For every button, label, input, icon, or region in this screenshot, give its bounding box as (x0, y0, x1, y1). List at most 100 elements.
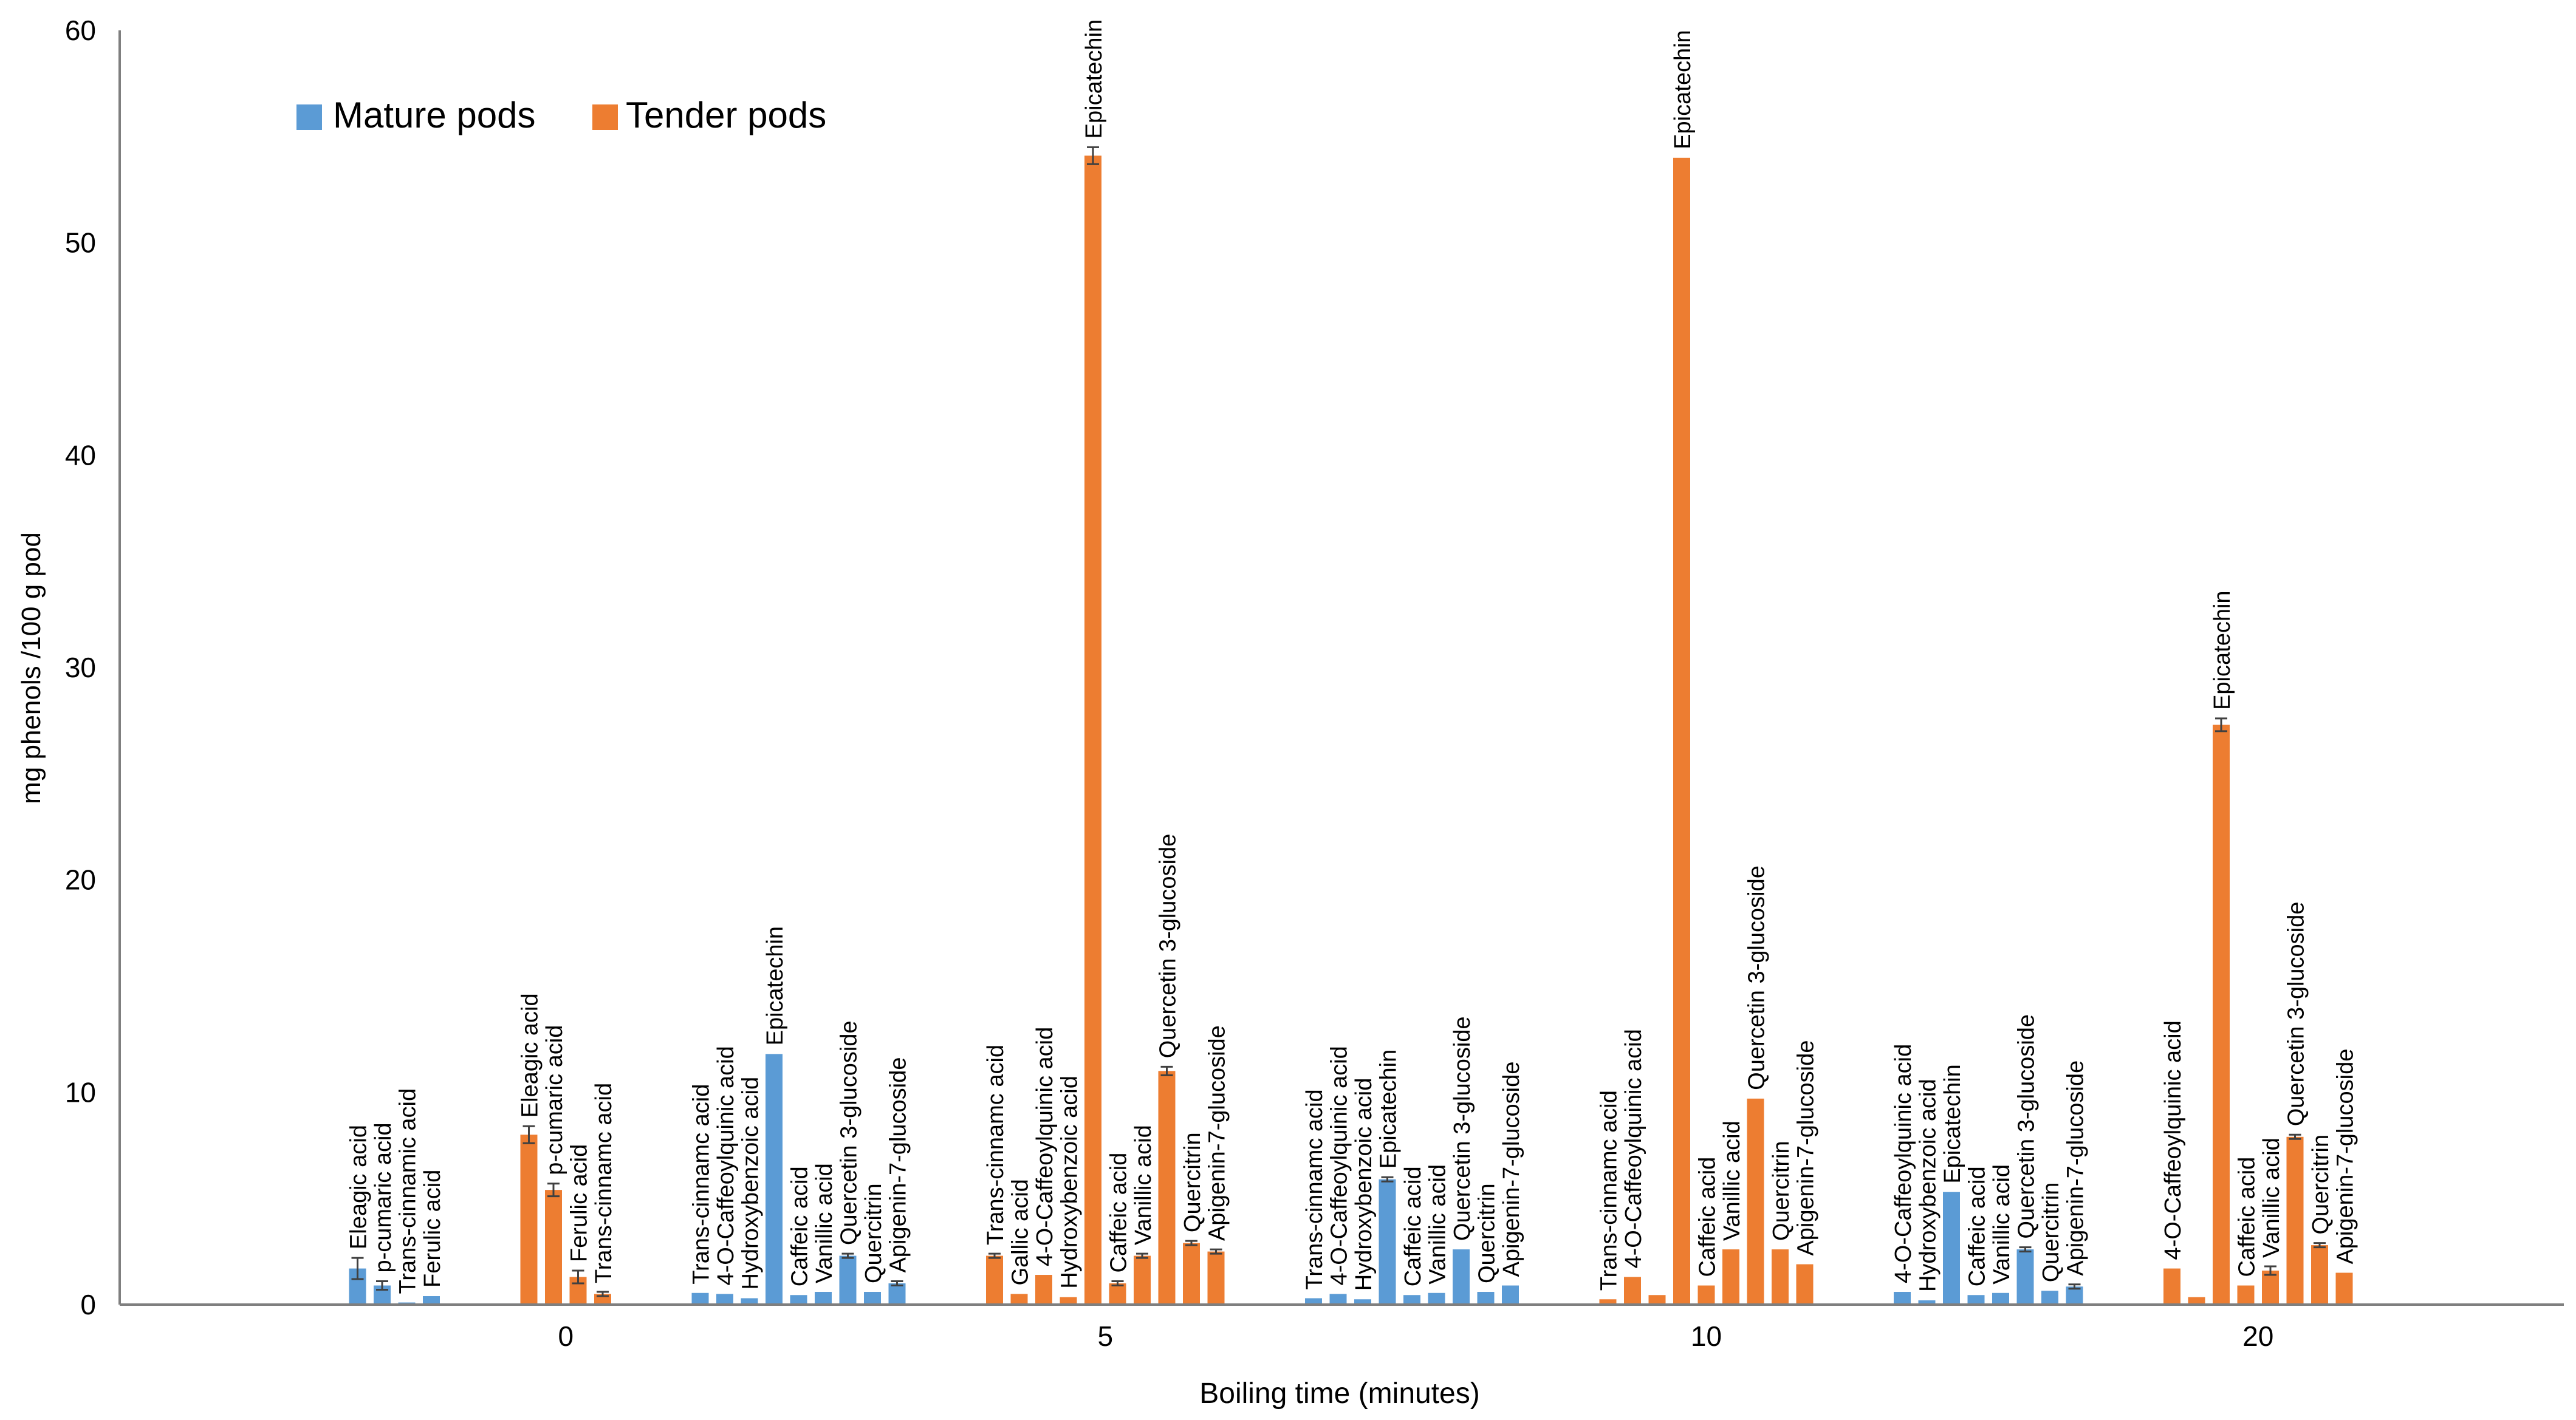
bar-label: Vanillic acid (1131, 1125, 1156, 1245)
bar-label: Quercitrin (1769, 1141, 1794, 1241)
bar-tender (520, 1135, 538, 1305)
bar-label: Caffeic acid (2235, 1157, 2260, 1277)
bar-tender (1134, 1255, 1151, 1305)
bar-label: 4-O-Caffeoylquinic acid (1327, 1046, 1352, 1285)
bar-tender (2237, 1285, 2255, 1305)
bar-label: Quercitrin (1475, 1183, 1500, 1283)
bar-mature (888, 1283, 906, 1305)
bar-label: Trans-cinnamc acid (983, 1045, 1009, 1245)
bar-tender (1109, 1283, 1126, 1305)
bar-label: Hydroxybenzoic acid (1057, 1076, 1083, 1289)
bar-label: Epicatechin (762, 926, 788, 1045)
x-tick-label: 0 (558, 1320, 574, 1352)
bar-label: Eleagic acid (518, 993, 543, 1118)
bar-label: p-cumaric acid (542, 1025, 567, 1175)
bar-mature (2041, 1291, 2058, 1305)
bar-tender (1673, 157, 1690, 1305)
bar-tender (1624, 1277, 1641, 1305)
bar-label: Quercetin 3-glucoside (2014, 1014, 2040, 1239)
bar-label: Apigenin-7-glucoside (2063, 1060, 2089, 1276)
bar-label: 4-O-Caffeoylquinic acid (2160, 1020, 2186, 1260)
bar-tender (1747, 1098, 1764, 1305)
bar-label: Hydroxybenzoic acid (1916, 1079, 1941, 1292)
y-axis-title: mg phenols /100 g pod (16, 532, 46, 804)
bar-mature (864, 1292, 881, 1305)
bar-label: Vanillic acid (812, 1163, 837, 1283)
y-tick-label: 40 (65, 439, 96, 471)
bar-label: Quercetin 3-glucoside (1744, 865, 1770, 1090)
bar-tender (1722, 1249, 1739, 1305)
axes (118, 30, 2564, 1306)
bar-label: Quercitrin (2308, 1135, 2334, 1235)
bar-tender (1084, 155, 1101, 1305)
bar-label: p-cumaric acid (371, 1122, 396, 1272)
bar-mature (766, 1054, 783, 1305)
bar-mature (1428, 1292, 1445, 1305)
bar-tender (1035, 1275, 1052, 1305)
bar-label: Apigenin-7-glucoside (886, 1057, 911, 1273)
bar-tender (2213, 725, 2230, 1305)
bar-mature (1502, 1285, 1519, 1305)
bar-tender (1183, 1243, 1200, 1305)
bar-label: Apigenin-7-glucoside (1205, 1025, 1230, 1241)
bar-mature (790, 1295, 807, 1305)
y-tick-label: 10 (65, 1076, 96, 1108)
bar-label: Apigenin-7-glucoside (2333, 1049, 2358, 1265)
bar-tender (2311, 1245, 2328, 1305)
bar-label: Epicatechin (2210, 590, 2235, 709)
bar-mature (1894, 1292, 1911, 1305)
y-tick-label: 20 (65, 864, 96, 896)
bar-label: Trans-cinnamc acid (689, 1084, 714, 1285)
bar-label: Caffeic acid (1400, 1166, 1426, 1286)
x-tick-label: 20 (2242, 1320, 2273, 1352)
bar-label: Apigenin-7-glucoside (1499, 1062, 1524, 1277)
bar-label: Ferulic acid (420, 1170, 445, 1288)
bar-label: Caffeic acid (1695, 1157, 1721, 1277)
legend-swatch-mature (296, 104, 322, 130)
bar-label: 4-O-Caffeoylquinic acid (713, 1046, 739, 1285)
bar-tender (1010, 1294, 1028, 1305)
bar-label: Epicatechin (1376, 1050, 1402, 1169)
bar-mature (815, 1292, 832, 1305)
legend: Mature pods Tender pods (296, 95, 826, 135)
bar-label: Trans-cinnamc acid (1597, 1090, 1622, 1291)
bar-label: Trans-cinnamic acid (396, 1088, 421, 1294)
y-tick-label: 0 (80, 1289, 96, 1320)
bar-mature (839, 1255, 857, 1305)
bar-label: Quercitrin (861, 1183, 886, 1283)
x-axis-title: Boiling time (minutes) (1199, 1377, 1479, 1410)
bar-mature (1943, 1192, 1960, 1305)
bar-tender (2188, 1297, 2205, 1305)
bar-label: Ferulic acid (567, 1144, 592, 1262)
bar-label: Epicatechin (1940, 1064, 1965, 1183)
bar-label: Caffeic acid (1106, 1153, 1132, 1273)
bar-mature (1453, 1249, 1470, 1305)
bar-label: Caffeic acid (787, 1166, 813, 1286)
bar-tender (1158, 1071, 1176, 1305)
bar-tender (1207, 1251, 1225, 1305)
bar-label: Vanillic acid (1719, 1121, 1745, 1241)
bar-label: Trans-cinnamc acid (591, 1083, 617, 1283)
bar-tender (1060, 1297, 1077, 1305)
bar-tender (1697, 1285, 1715, 1305)
bar-label: Epicatechin (1081, 19, 1107, 138)
x-axis-ticks: 0 5 10 20 (558, 1320, 2273, 1352)
y-tick-label: 50 (65, 227, 96, 259)
bar-tender (2262, 1271, 2279, 1305)
legend-swatch-tender (592, 104, 618, 130)
bar-label: Quercetin 3-glucoside (837, 1020, 862, 1245)
bar-label: 4-O-Caffeoylquinic acid (1891, 1044, 1916, 1283)
bar-mature (1329, 1294, 1347, 1305)
bar-label: Quercitrin (1180, 1132, 1205, 1232)
bar-mature (741, 1298, 758, 1305)
bar-tender (545, 1190, 562, 1305)
bar-label: Vanillic acid (2259, 1138, 2284, 1258)
y-axis-ticks: 0 10 20 30 40 50 60 (65, 15, 96, 1320)
y-tick-label: 30 (65, 652, 96, 683)
bar-label: Trans-cinnamc acid (1302, 1089, 1327, 1289)
bar-mature (1305, 1298, 1322, 1305)
bar-mature (423, 1296, 440, 1305)
bar-label: Quercetin 3-glucoside (2284, 902, 2309, 1127)
bar-mature (2016, 1249, 2034, 1305)
